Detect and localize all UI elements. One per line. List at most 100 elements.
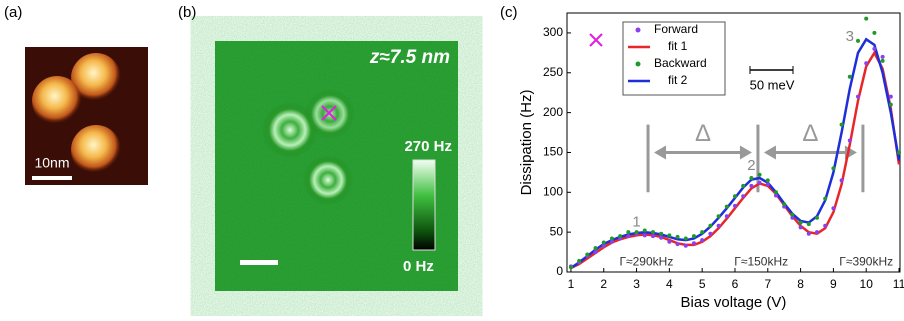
x-tick-label: 6 [732,277,739,291]
y-tick-label: 250 [543,65,563,79]
cross-marker [589,33,603,47]
data-point [757,172,762,177]
legend-box [622,21,726,96]
data-point [790,212,795,217]
data-point [683,236,688,241]
data-point [700,238,705,243]
data-point [724,214,729,219]
data-point [765,178,770,183]
y-tick-label: 200 [543,105,563,119]
molecule [71,53,121,103]
colorbar-min: 0 Hz [403,258,434,275]
data-point [831,206,836,211]
data-point [659,235,664,240]
molecule [303,155,353,205]
fit-line [570,50,901,270]
annotation: Γ≈390kHz [839,255,893,269]
colorbar [412,159,436,251]
data-point [642,228,647,233]
data-point [626,234,631,239]
data-point [634,230,639,235]
data-point [675,242,680,247]
data-point [880,58,885,63]
legend-marker [635,27,641,33]
x-axis-label: Bias voltage (V) [681,294,787,311]
data-point [708,223,713,228]
data-point [872,30,877,35]
energy-scale-label: 50 meV [750,77,795,92]
data-point [609,239,614,244]
data-point [609,236,614,241]
x-tick-label: 1 [568,277,575,291]
data-point [667,233,672,238]
data-point [806,222,811,227]
molecule [262,102,318,158]
data-point [782,202,787,207]
data-point [568,265,573,270]
legend-label: Backward [654,56,707,70]
legend-label: fit 2 [668,73,688,87]
data-point [675,234,680,239]
cross-marker [321,105,337,121]
y-tick-label: 100 [543,184,563,198]
data-point [741,183,746,188]
data-point [708,231,713,236]
data-point [814,215,819,220]
data-point [897,150,902,155]
data-point [806,231,811,236]
data-point [732,194,737,199]
x-tick-label: 11 [893,277,904,291]
plot-frame [566,12,901,273]
data-point [650,234,655,239]
data-point [716,214,721,219]
annotation: Γ≈290kHz [619,255,673,269]
data-point [601,243,606,248]
panel-label: (b) [178,4,196,21]
y-axis-label: Dissipation (Hz) [518,90,535,196]
data-point [683,243,688,248]
data-point [577,258,582,263]
data-point [749,175,754,180]
molecule [71,125,121,175]
data-point [888,102,893,107]
molecule [32,76,82,126]
data-point [872,46,877,51]
data-point [757,180,762,185]
data-point [847,74,852,79]
arrow-head [654,145,752,160]
data-point [839,122,844,127]
data-point [691,241,696,246]
data-point [724,204,729,209]
data-point [659,231,664,236]
data-point [823,196,828,201]
data-point [864,61,869,66]
data-point [847,138,852,143]
delta-label: Δ [802,120,818,147]
data-point [749,183,754,188]
data-point [691,234,696,239]
data-point [626,230,631,235]
x-tick-label: 8 [797,277,804,291]
scale-bar [32,176,72,180]
x-tick-label: 2 [600,277,607,291]
data-point [700,230,705,235]
annotation: 1 [632,214,640,231]
data-point [618,234,623,239]
x-tick-label: 4 [666,277,673,291]
x-tick-label: 3 [633,277,640,291]
scale-bar [240,260,278,265]
x-tick-label: 10 [860,277,874,291]
panel-label: (c) [500,4,518,21]
data-point [790,215,795,220]
y-tick-label: 0 [556,264,563,278]
data-point [732,203,737,208]
data-point [773,190,778,195]
data-point [823,223,828,228]
legend-label: Forward [654,22,698,36]
data-point [716,223,721,228]
data-point [880,54,885,59]
data-point [864,16,869,21]
data-point [798,225,803,230]
data-point [765,182,770,187]
data-point [814,230,819,235]
